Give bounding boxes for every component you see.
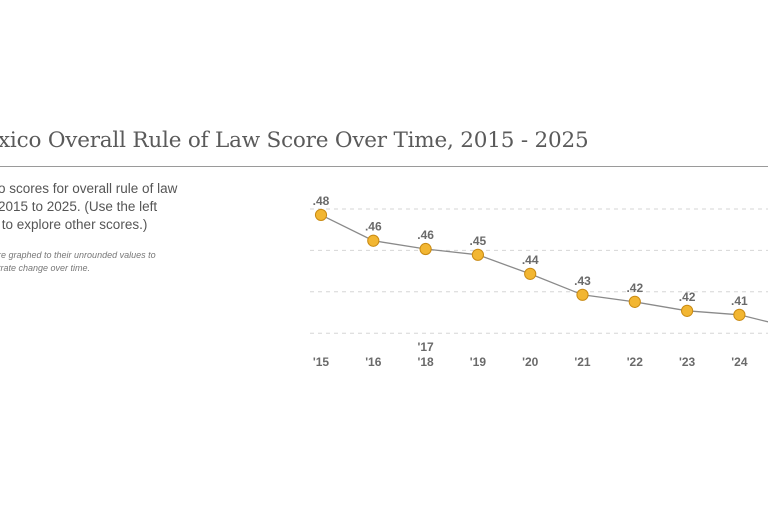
series-line (320, 214, 768, 323)
x-tick-label: '18 (417, 355, 434, 369)
x-tick-label: '19 (470, 355, 487, 369)
description-line: 2015 to 2025. (Use the left (0, 199, 158, 214)
x-tick-label: '21 (574, 355, 591, 369)
data-point[interactable] (681, 304, 694, 317)
data-points (314, 208, 746, 321)
data-label: .44 (522, 253, 539, 267)
x-tick-label: '22 (627, 355, 644, 369)
data-label: .48 (313, 194, 330, 208)
chart-description: o scores for overall rule of law 2015 to… (0, 180, 238, 234)
title-divider (0, 166, 768, 167)
data-labels: .48 .46 .46 .45 .44 .43 .42 .42 .41 (313, 194, 748, 308)
data-label: .46 (365, 220, 382, 234)
x-axis-ticks: '15 '16 '18 '19 '20 '21 '22 '23 '24 '17 (313, 340, 748, 369)
data-label: .42 (679, 290, 696, 304)
x-tick-label: '23 (679, 355, 696, 369)
description-line: to explore other scores.) (0, 217, 148, 232)
data-point[interactable] (314, 208, 328, 222)
data-point[interactable] (471, 248, 484, 261)
data-point[interactable] (367, 234, 380, 247)
data-label: .43 (574, 274, 591, 288)
data-label: .42 (626, 281, 643, 295)
footnote-line: re graphed to their unrounded values to (0, 250, 156, 260)
x-tick-label: '15 (313, 355, 330, 369)
footnote-line: trate change over time. (0, 263, 91, 273)
x-tick-label: '17 (417, 340, 434, 354)
chart-title: xico Overall Rule of Law Score Over Time… (0, 128, 589, 153)
x-tick-label: '20 (522, 355, 539, 369)
chart-footnote: re graphed to their unrounded values to … (0, 249, 238, 275)
data-point[interactable] (419, 242, 432, 256)
data-label: .45 (470, 234, 487, 248)
description-line: o scores for overall rule of law (0, 181, 178, 196)
data-point[interactable] (628, 295, 641, 308)
x-tick-label: '24 (731, 355, 748, 369)
data-point[interactable] (524, 267, 537, 280)
data-label: .46 (417, 228, 434, 242)
data-label: .41 (731, 294, 748, 308)
data-point[interactable] (576, 288, 589, 301)
x-tick-label: '16 (365, 355, 382, 369)
data-point[interactable] (733, 308, 746, 321)
